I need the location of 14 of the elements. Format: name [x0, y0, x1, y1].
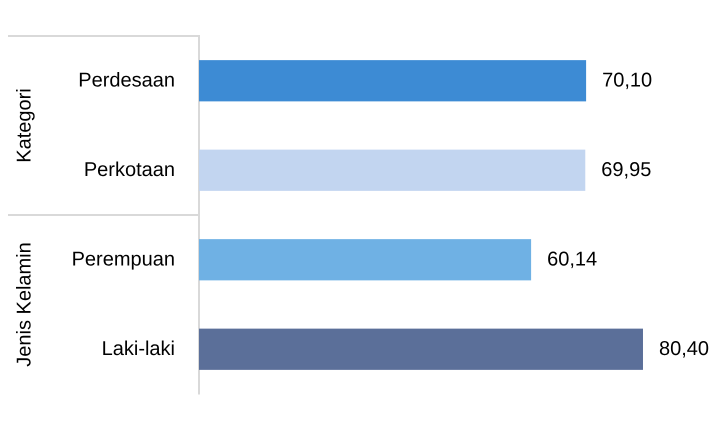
- y-tick-label: Perdesaan: [78, 69, 175, 92]
- bar: [199, 239, 532, 280]
- data-label: 80,40: [658, 338, 710, 360]
- y-tick-label: Laki-laki: [102, 338, 175, 360]
- text: Jenis Kelamin: [14, 242, 36, 367]
- data-label: 69,95: [601, 158, 652, 181]
- data-label: 60,14: [547, 248, 598, 270]
- data-label: 70,10: [602, 69, 652, 92]
- y-tick-label: Perkotaan: [84, 158, 175, 181]
- y-tick-label: Perempuan: [72, 248, 175, 270]
- text: Kategori: [14, 88, 36, 163]
- bar: [199, 150, 586, 191]
- bar: [199, 60, 586, 102]
- bar: [199, 328, 643, 370]
